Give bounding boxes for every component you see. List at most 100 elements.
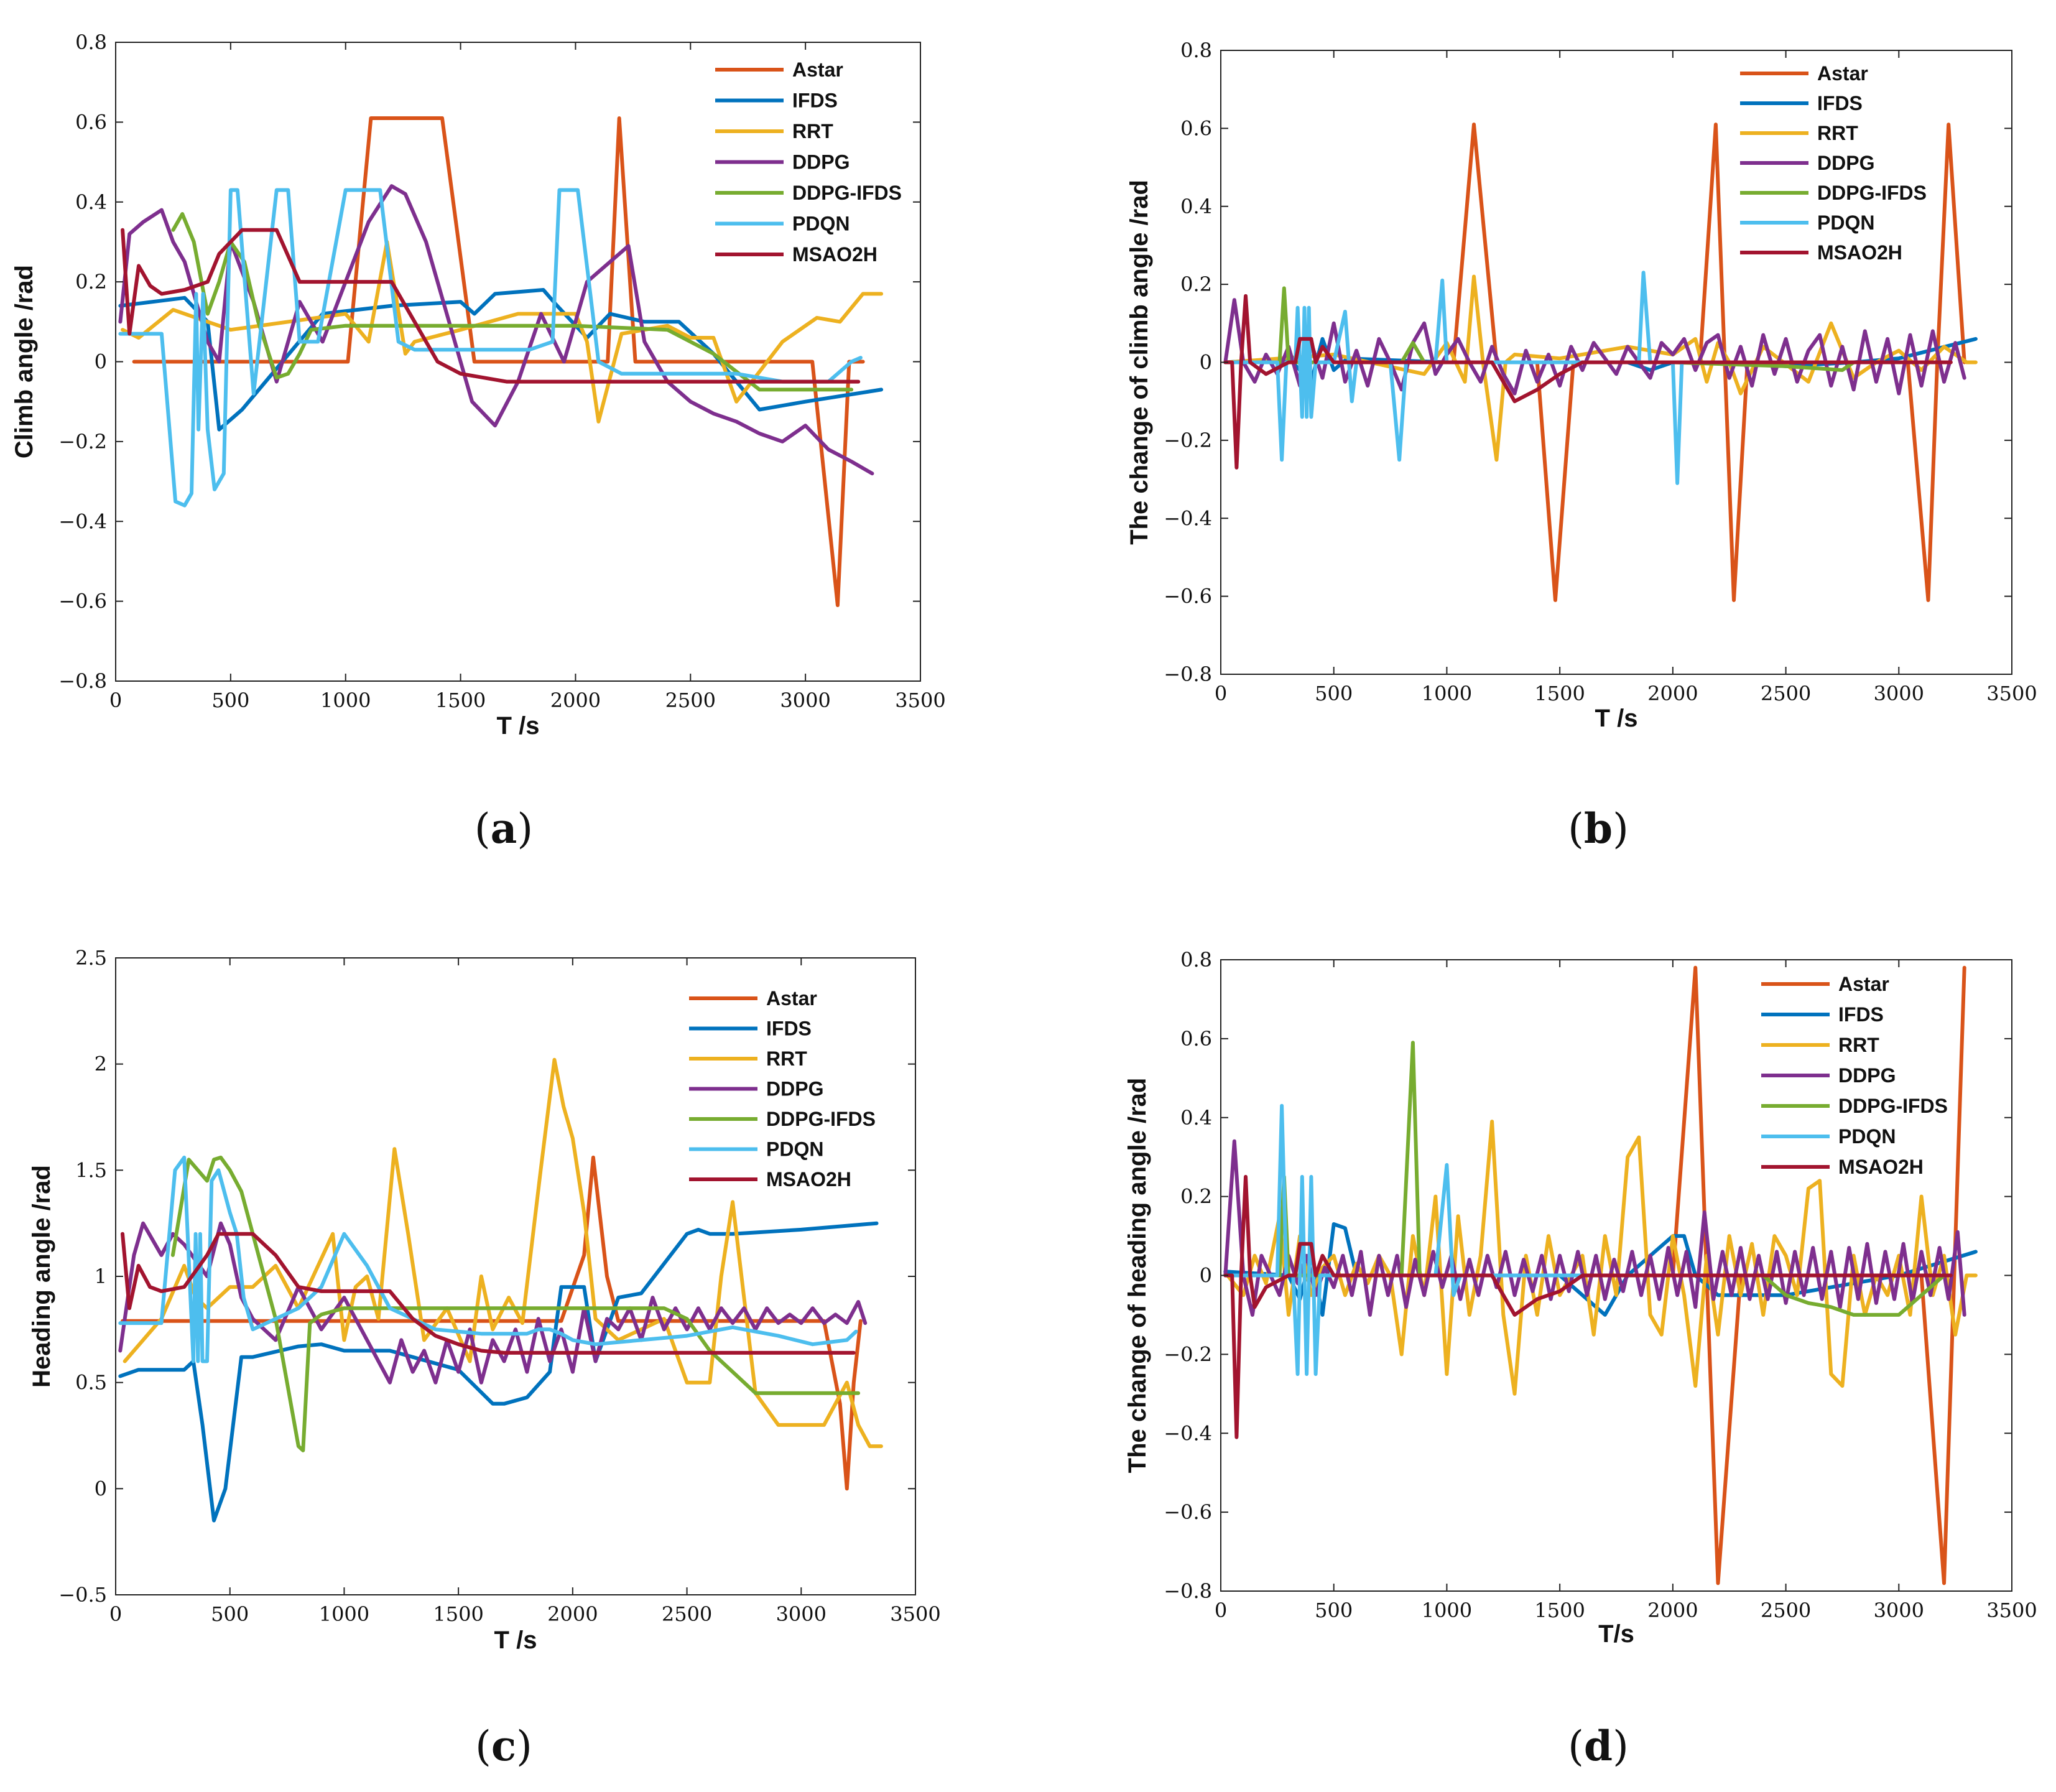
legend: Astar IFDS RRT DDPG DDPG-IFDS PDQN MSAO2H [1740,62,1927,264]
legend-label-astar: Astar [1817,62,1868,85]
y-tick-label: 0.4 [1180,1106,1212,1130]
series-group [118,116,884,607]
x-tick-label: 1500 [433,1602,483,1626]
series-line-ddpg [1223,1139,1966,1317]
series-line-msao2h [1223,294,1953,470]
legend-label-ddpg: DDPG [766,1078,823,1100]
legend-label-ddpg-ifds: DDPG-IFDS [792,182,902,204]
x-tick-label: 2500 [1761,682,1811,705]
legend-label-ddpg-ifds: DDPG-IFDS [1838,1095,1948,1117]
legend: Astar IFDS RRT DDPG DDPG-IFDS PDQN MSAO2H [689,987,876,1191]
legend-label-msao2h: MSAO2H [766,1168,851,1191]
y-tick-label: 0 [95,350,107,374]
panel-caption: (d) [1568,1722,1629,1770]
x-tick-label: 1000 [320,689,371,712]
legend-label-ddpg: DDPG [1838,1064,1896,1087]
series-line-astar [121,1155,863,1491]
y-tick-label: 0.2 [1180,1185,1212,1209]
legend-label-rrt: RRT [1817,122,1858,144]
y-tick-label: 0.2 [1180,272,1212,296]
y-axis-label: The change of climb angle /rad [1126,180,1153,545]
x-tick-label: 1500 [1534,682,1585,705]
x-tick-label: 2500 [1761,1599,1811,1622]
legend-label-pdqn: PDQN [1817,211,1874,234]
panel-d: 0 500 1000 1500 2000 2500 3000 3500 −0.8 −0.6 −0.4… [1124,948,2037,1770]
series-line-pdqn [118,1155,858,1363]
y-tick-label: 1 [95,1265,107,1288]
x-tick-label: 3000 [1874,1599,1924,1622]
legend: Astar IFDS RRT DDPG DDPG-IFDS PDQN MSAO2H [1761,973,1948,1178]
x-tick-label: 0 [1215,1599,1227,1622]
x-tick-label: 1000 [319,1602,369,1626]
x-tick-label: 0 [109,1602,122,1626]
legend-label-ifds: IFDS [792,90,838,112]
y-tick-label: −0.8 [58,669,107,693]
series-line-rrt [1225,274,1978,462]
series-group [118,1057,883,1523]
legend-label-astar: Astar [766,987,817,1010]
legend-label-ddpg: DDPG [1817,152,1874,174]
y-tick-label: 0 [1200,1264,1212,1288]
legend-label-pdqn: PDQN [1838,1125,1896,1148]
x-tick-label: 2000 [1647,682,1698,705]
legend-label-msao2h: MSAO2H [1817,241,1902,264]
y-tick-label: −0.6 [1164,585,1212,608]
series-line-pdqn [118,188,863,508]
panel-caption: (c) [475,1722,532,1770]
y-tick-label: 0.5 [75,1371,107,1395]
y-tick-label: 0.4 [1180,195,1212,218]
x-tick-label: 3500 [895,689,945,712]
series-line-ddpg [1223,298,1966,396]
x-tick-label: 3000 [1874,682,1924,705]
x-tick-label: 3000 [780,689,830,712]
y-tick-label: 2.5 [75,946,107,970]
series-line-pdqn [1223,271,1946,485]
x-tick-label: 3000 [776,1602,827,1626]
series-line-ddpg-ifds [171,212,854,392]
x-tick-label: 1000 [1422,682,1472,705]
series-line-ifds [118,288,884,432]
y-tick-label: 0.6 [1180,1027,1212,1051]
y-tick-label: −0.2 [58,430,107,453]
y-tick-label: −0.2 [1164,1342,1212,1366]
legend-label-pdqn: PDQN [766,1138,823,1161]
series-line-astar [1225,123,1966,602]
series-line-msao2h [1223,1174,1953,1439]
series-line-astar [132,116,865,607]
y-axis-label: Climb angle /rad [11,265,38,458]
legend-label-msao2h: MSAO2H [1838,1156,1924,1178]
y-tick-label: 0.2 [75,270,107,294]
series-line-ddpg-ifds [170,1155,861,1452]
panel-caption: (a) [475,804,533,853]
y-tick-label: −0.4 [1164,506,1212,530]
panel-a: 0 500 1000 1500 2000 2500 3000 3500 −0.8 −0.6 −0.4… [11,30,946,853]
x-tick-label: 1000 [1422,1599,1472,1622]
x-axis-label: T/s [1598,1620,1634,1648]
legend-label-rrt: RRT [1838,1034,1879,1056]
legend-label-msao2h: MSAO2H [792,243,878,266]
x-tick-label: 500 [211,1602,249,1626]
x-tick-label: 2000 [1647,1599,1698,1622]
x-tick-label: 3500 [890,1602,940,1626]
x-tick-label: 3500 [1986,682,2037,705]
series-group [1223,123,1978,602]
y-tick-label: −0.4 [1164,1421,1212,1445]
y-tick-label: −0.5 [58,1583,107,1607]
y-tick-label: 0.8 [1180,948,1212,972]
series-line-rrt [121,239,884,424]
series-line-ifds [118,1221,879,1523]
x-tick-label: 500 [1315,682,1353,705]
y-tick-label: −0.8 [1164,1579,1212,1603]
series-line-astar [1225,965,1966,1585]
x-axis-label: T /s [1595,705,1638,732]
y-axis-label: The change of heading angle /rad [1124,1078,1151,1474]
legend: Astar IFDS RRT DDPG DDPG-IFDS PDQN MSAO2H [715,58,902,266]
x-tick-label: 2000 [550,689,601,712]
x-tick-label: 0 [109,689,122,712]
panel-c: 0 500 1000 1500 2000 2500 3000 3500−0.500.511.5… [28,946,941,1770]
y-axis-label: Heading angle /rad [28,1165,55,1388]
y-tick-label: −0.8 [1164,662,1212,686]
legend-label-rrt: RRT [766,1047,807,1070]
y-tick-label: 0.8 [75,30,107,54]
y-tick-label: −0.4 [58,509,107,533]
